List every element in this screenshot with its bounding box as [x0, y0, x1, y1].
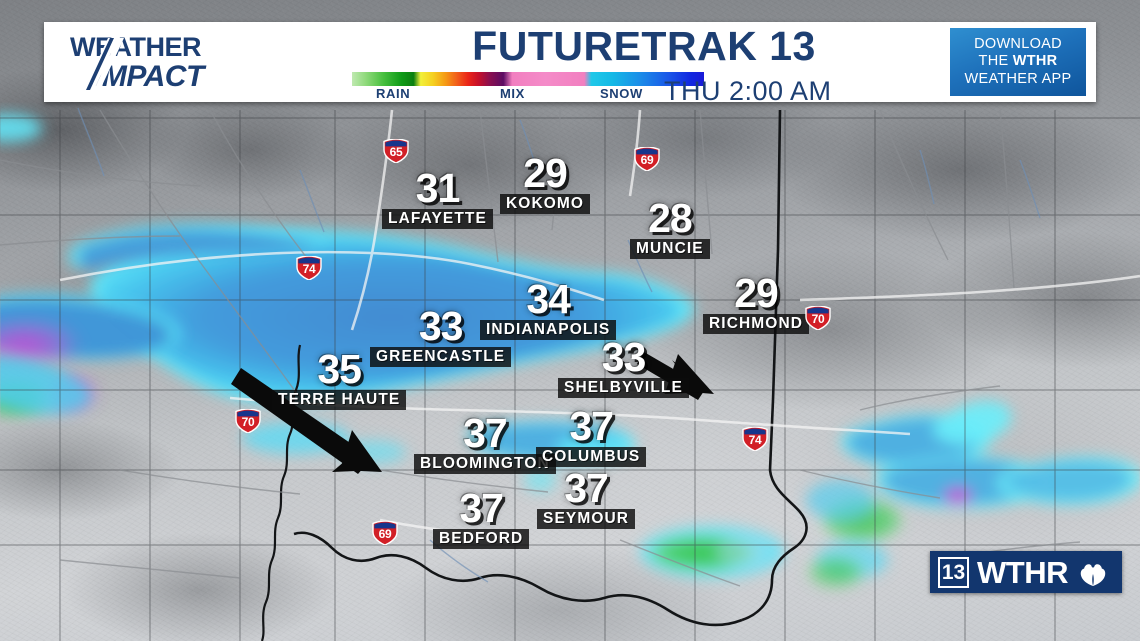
city-name: BEDFORD: [433, 528, 530, 550]
nbc-peacock-icon: [1080, 564, 1106, 586]
rivers: [77, 107, 1041, 583]
city-label-indianapolis: 34 INDIANAPOLIS: [480, 276, 617, 341]
city-name: COLUMBUS: [536, 446, 647, 468]
city-label-bloomington: 37 BLOOMINGTON: [414, 410, 556, 475]
station-callsign: WTHR: [977, 554, 1068, 590]
page-title: FUTURETRAK 13: [472, 23, 816, 69]
station-logo: 13 WTHR: [930, 551, 1122, 593]
interstate-number: 69: [640, 153, 654, 167]
interstate-shield-icon: [742, 426, 768, 452]
city-temperature: 34: [526, 276, 571, 322]
city-temperature: 29: [523, 150, 568, 196]
city-temperature: 37: [459, 485, 504, 531]
city-name: INDIANAPOLIS: [480, 319, 617, 341]
logo-weather-text: WEATHER: [70, 32, 201, 62]
city-name: GREENCASTLE: [370, 346, 512, 368]
interstate-shield-74: 74: [296, 255, 322, 281]
interstate-number: 69: [378, 527, 392, 541]
city-name: LAFAYETTE: [382, 208, 493, 230]
interstate-shield-70: 70: [235, 408, 261, 434]
app-badge-line2: THE WTHR: [979, 53, 1058, 70]
interstate-shield-65: 65: [383, 138, 409, 164]
download-app-badge[interactable]: DOWNLOAD THE WTHR WEATHER APP: [950, 28, 1086, 96]
city-name: SHELBYVILLE: [558, 377, 689, 399]
precip-legend: RAIN MIX SNOW: [352, 72, 704, 102]
interstate-shield-69: 69: [634, 146, 660, 172]
city-name: MUNCIE: [630, 238, 710, 260]
interstate-shield-icon: [296, 255, 322, 281]
city-label-greencastle: 33 GREENCASTLE: [370, 303, 512, 368]
city-temperature: 33: [418, 303, 464, 349]
interstate-shield-69: 69: [372, 520, 398, 546]
interstate-number: 74: [748, 433, 762, 447]
city-temperature: 37: [564, 465, 609, 511]
interstate-shield-70: 70: [805, 305, 831, 331]
city-label-bedford: 37 BEDFORD: [433, 485, 530, 550]
interstate-shield-74: 74: [742, 426, 768, 452]
weather-impact-logo: WEATHER IMPACT: [70, 32, 207, 93]
logo-impact-text: IMPACT: [94, 60, 207, 93]
interstate-number: 65: [389, 145, 403, 159]
app-badge-line3: WEATHER APP: [964, 70, 1072, 87]
forecast-timestamp: THU 2:00 AM: [664, 76, 832, 106]
city-temperature: 29: [734, 270, 779, 316]
city-label-seymour: 37 SEYMOUR: [537, 465, 636, 530]
app-badge-brand: WTHR: [1012, 53, 1058, 70]
title-block: FUTURETRAK 13 RAIN MIX SNOW: [344, 22, 944, 102]
precip-legend-gradient: [352, 72, 704, 86]
city-name: RICHMOND: [703, 313, 810, 335]
city-label-columbus: 37 COLUMBUS: [536, 403, 647, 468]
city-temperature: 37: [463, 410, 508, 456]
logo-slash-icon: [84, 38, 124, 90]
city-label-kokomo: 29 KOKOMO: [500, 150, 591, 215]
city-temperature: 28: [648, 195, 693, 241]
interstate-number: 70: [811, 312, 825, 326]
interstate-number: 74: [302, 262, 316, 276]
city-name: KOKOMO: [500, 193, 591, 215]
city-name: BLOOMINGTON: [414, 453, 556, 475]
city-label-terre haute: 35 TERRE HAUTE: [272, 346, 407, 411]
city-temperature: 33: [601, 334, 647, 380]
city-temperature: 35: [317, 346, 362, 392]
precip-legend-labels: RAIN MIX SNOW: [352, 86, 704, 102]
city-label-richmond: 29 RICHMOND: [703, 270, 810, 335]
city-temperature: 37: [569, 403, 614, 449]
legend-label-snow: SNOW: [600, 86, 643, 101]
city-temperature: 31: [415, 165, 461, 211]
legend-label-rain: RAIN: [376, 86, 411, 101]
header-bar: WEATHER IMPACT FUTURETRAK 13 RAIN MIX SN…: [44, 22, 1096, 106]
city-name: SEYMOUR: [537, 508, 636, 530]
legend-label-mix: MIX: [500, 86, 525, 101]
channel-number: 13: [938, 556, 970, 588]
app-badge-the: THE: [978, 53, 1013, 70]
city-name: TERRE HAUTE: [272, 389, 407, 411]
app-badge-line1: DOWNLOAD: [974, 36, 1062, 53]
city-label-lafayette: 31 LAFAYETTE: [382, 165, 493, 230]
city-label-muncie: 28 MUNCIE: [630, 195, 710, 260]
interstate-number: 70: [241, 415, 255, 429]
city-label-shelbyville: 33 SHELBYVILLE: [558, 334, 689, 399]
snow-motion-arrow-west: [231, 368, 382, 474]
secondary-roads: [0, 109, 1081, 587]
